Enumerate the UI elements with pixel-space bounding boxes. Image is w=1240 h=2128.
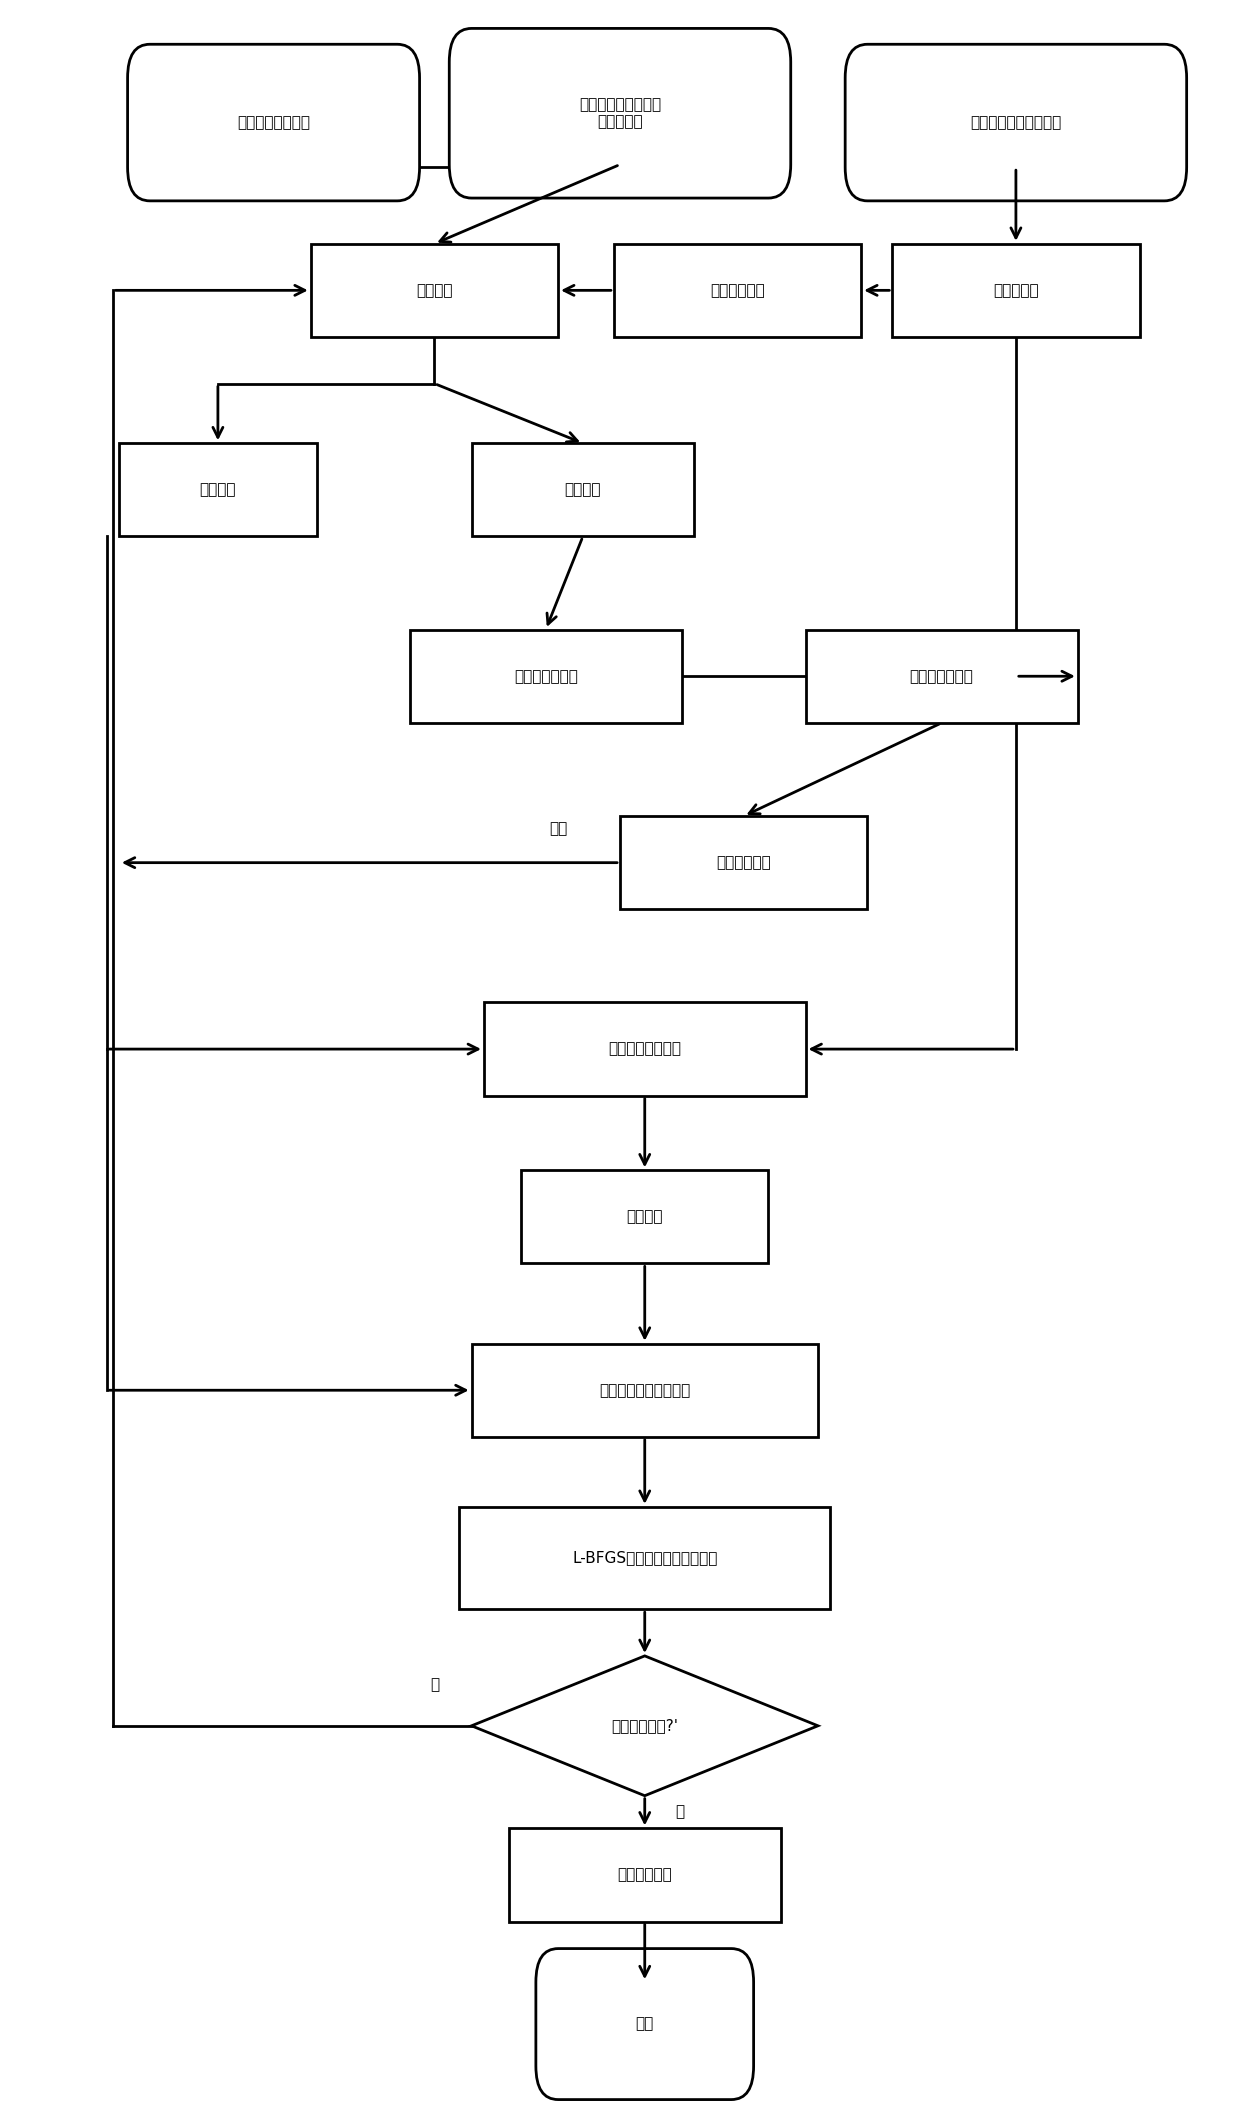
Bar bbox=[119, 443, 317, 536]
Text: 否: 否 bbox=[430, 1677, 439, 1692]
Bar bbox=[311, 245, 558, 336]
Text: 结束: 结束 bbox=[636, 2017, 653, 2032]
Bar bbox=[620, 815, 868, 909]
FancyBboxPatch shape bbox=[536, 1949, 754, 2100]
Bar bbox=[893, 245, 1140, 336]
Text: 乘以: 乘以 bbox=[549, 821, 567, 836]
Text: 对模拟记录编码: 对模拟记录编码 bbox=[513, 668, 578, 683]
Bar bbox=[508, 1828, 781, 1922]
Bar bbox=[409, 630, 682, 724]
FancyBboxPatch shape bbox=[846, 45, 1187, 200]
Bar bbox=[614, 245, 862, 336]
Bar bbox=[521, 1170, 769, 1264]
Text: 输入初始速度模型: 输入初始速度模型 bbox=[237, 115, 310, 130]
Text: 满足精度要求?': 满足精度要求?' bbox=[611, 1717, 678, 1734]
Text: 输入采集到的观测数据: 输入采集到的观测数据 bbox=[970, 115, 1061, 130]
Text: 全局互相关伴随源: 全局互相关伴随源 bbox=[609, 1041, 681, 1058]
Text: 模拟数据: 模拟数据 bbox=[564, 483, 601, 498]
Text: 对观测记录编码: 对观测记录编码 bbox=[910, 668, 973, 683]
Text: L-BFGS优化算法更新模型速度: L-BFGS优化算法更新模型速度 bbox=[572, 1551, 718, 1566]
Polygon shape bbox=[471, 1656, 818, 1796]
Text: 反传波场: 反传波场 bbox=[626, 1209, 663, 1224]
Text: 输入时间域全波形反
演相关参数: 输入时间域全波形反 演相关参数 bbox=[579, 98, 661, 130]
FancyBboxPatch shape bbox=[449, 28, 791, 198]
Text: 正传波场: 正传波场 bbox=[200, 483, 236, 498]
Bar bbox=[806, 630, 1078, 724]
Bar bbox=[471, 443, 694, 536]
Text: 是: 是 bbox=[676, 1805, 684, 1819]
Bar bbox=[484, 1002, 806, 1096]
Text: 构造富零矩阵: 构造富零矩阵 bbox=[717, 855, 771, 870]
Text: 零延迟互相关计算梯度: 零延迟互相关计算梯度 bbox=[599, 1383, 691, 1398]
FancyBboxPatch shape bbox=[128, 45, 419, 200]
Text: 最终反演结果: 最终反演结果 bbox=[618, 1868, 672, 1883]
Text: 震源子波估计: 震源子波估计 bbox=[711, 283, 765, 298]
Text: 数据预处理: 数据预处理 bbox=[993, 283, 1039, 298]
Bar bbox=[471, 1343, 818, 1436]
Text: 正演模拟: 正演模拟 bbox=[417, 283, 453, 298]
Bar bbox=[459, 1507, 831, 1609]
